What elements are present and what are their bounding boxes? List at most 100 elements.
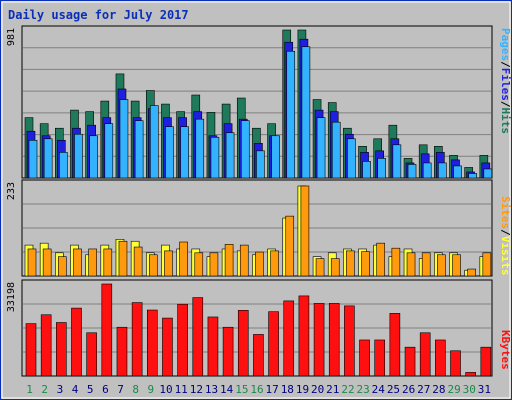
bar-kbytes (25, 323, 37, 377)
x-axis-day-labels: 1 2 3 4 5 6 7 8 9 10 11 12 13 14 15 16 17 18 19 20 21 22 23 24 2… (26, 383, 491, 396)
bar-kbytes (435, 339, 446, 377)
panel-frame-top (21, 25, 493, 179)
x-tick-label: 23 (357, 383, 370, 396)
x-tick-label: 14 (220, 383, 234, 396)
bar-pages (240, 120, 250, 179)
x-tick-label: 28 (432, 383, 445, 396)
bar-kbytes (404, 346, 416, 377)
bar-sites (224, 244, 234, 277)
legend-hits: Hits (499, 108, 512, 135)
bar-sites (482, 252, 492, 277)
x-tick-label: 16 (250, 383, 263, 396)
bar-sites (118, 240, 128, 277)
x-tick-label: 22 (341, 383, 354, 396)
x-tick-label: 26 (402, 383, 415, 396)
bar-pages (453, 165, 462, 179)
bar-sites (391, 247, 401, 277)
bar-pages (119, 99, 129, 179)
legend-sep-1: / (499, 61, 512, 68)
bar-pages (28, 139, 38, 179)
hits-files-pages-panel: 981 Pages/Files/Hits (6, 25, 512, 179)
x-tick-label: 20 (311, 383, 324, 396)
bar-sites (346, 250, 355, 277)
bar-sites (330, 258, 340, 277)
legend-files: Files (499, 68, 512, 101)
bar-pages (74, 133, 83, 179)
bar-kbytes (283, 300, 295, 377)
bar-pages (422, 162, 432, 179)
bar-sites (103, 248, 113, 277)
bar-kbytes (465, 372, 476, 377)
x-tick-label: 9 (148, 383, 155, 396)
x-tick-label: 30 (463, 383, 476, 396)
bar-kbytes (192, 297, 204, 377)
bar-kbytes (344, 305, 355, 377)
legend-visits: Visits (499, 236, 512, 276)
bar-pages (59, 152, 68, 179)
legend-kbytes: KBytes (499, 330, 512, 370)
bar-pages (149, 105, 159, 179)
bar-pages (468, 173, 477, 179)
x-tick-label: 3 (57, 383, 64, 396)
bar-kbytes (419, 332, 431, 377)
x-tick-label: 13 (205, 383, 218, 396)
chart-title: Daily usage for July 2017 (8, 8, 189, 22)
bar-kbytes (328, 303, 340, 377)
x-tick-label: 12 (190, 383, 203, 396)
bar-sites (27, 248, 37, 277)
bar-sites (361, 251, 370, 277)
bar-pages (256, 150, 265, 179)
x-tick-label: 24 (372, 383, 386, 396)
bar-pages (89, 135, 98, 179)
bar-pages (331, 121, 341, 179)
x-tick-label: 27 (417, 383, 430, 396)
x-tick-label: 1 (26, 383, 33, 396)
bars-top (24, 29, 493, 179)
bar-kbytes (359, 339, 370, 377)
x-tick-label: 7 (117, 383, 124, 396)
bar-kbytes (253, 334, 264, 377)
x-tick-label: 2 (41, 383, 48, 396)
bar-kbytes (177, 303, 188, 377)
x-tick-label: 17 (266, 383, 279, 396)
bar-sites (437, 254, 446, 277)
x-tick-label: 21 (326, 383, 339, 396)
y-max-label-hits: 981 (6, 28, 17, 46)
bar-sites (133, 246, 143, 277)
legend-visits-sites: Sites/Visits (499, 196, 512, 276)
bar-kbytes (237, 310, 249, 377)
x-tick-label: 29 (447, 383, 460, 396)
bars-mid (24, 185, 492, 277)
bar-pages (43, 138, 53, 179)
bar-sites (239, 244, 249, 277)
bar-sites (209, 252, 219, 277)
bar-sites (452, 254, 461, 277)
bar-pages (362, 161, 371, 179)
legend-pages: Pages (499, 28, 512, 61)
bar-kbytes (56, 322, 67, 377)
bar-kbytes (116, 326, 128, 377)
bar-kbytes (222, 326, 234, 377)
bar-kbytes (298, 295, 310, 377)
bar-pages (195, 118, 205, 179)
bar-pages (165, 126, 174, 179)
legend-sep-3: / (499, 229, 512, 236)
bar-pages (301, 46, 311, 179)
visits-sites-panel: 233 Sites/Visits (6, 179, 512, 277)
bars-bot (25, 283, 492, 377)
x-tick-label: 8 (132, 383, 139, 396)
legend-sites: Sites (499, 196, 512, 229)
kbytes-panel: 33198 KBytes (6, 279, 512, 377)
legend-hits-files-pages: Pages/Files/Hits (499, 28, 512, 134)
bar-pages (377, 158, 387, 179)
bar-pages (271, 135, 280, 179)
y-max-label-kbytes: 33198 (6, 282, 17, 312)
bar-sites (58, 256, 67, 277)
x-tick-label: 19 (296, 383, 309, 396)
bar-pages (407, 164, 417, 179)
bar-sites (376, 242, 386, 277)
bar-kbytes (207, 316, 219, 377)
bar-kbytes (389, 313, 401, 377)
